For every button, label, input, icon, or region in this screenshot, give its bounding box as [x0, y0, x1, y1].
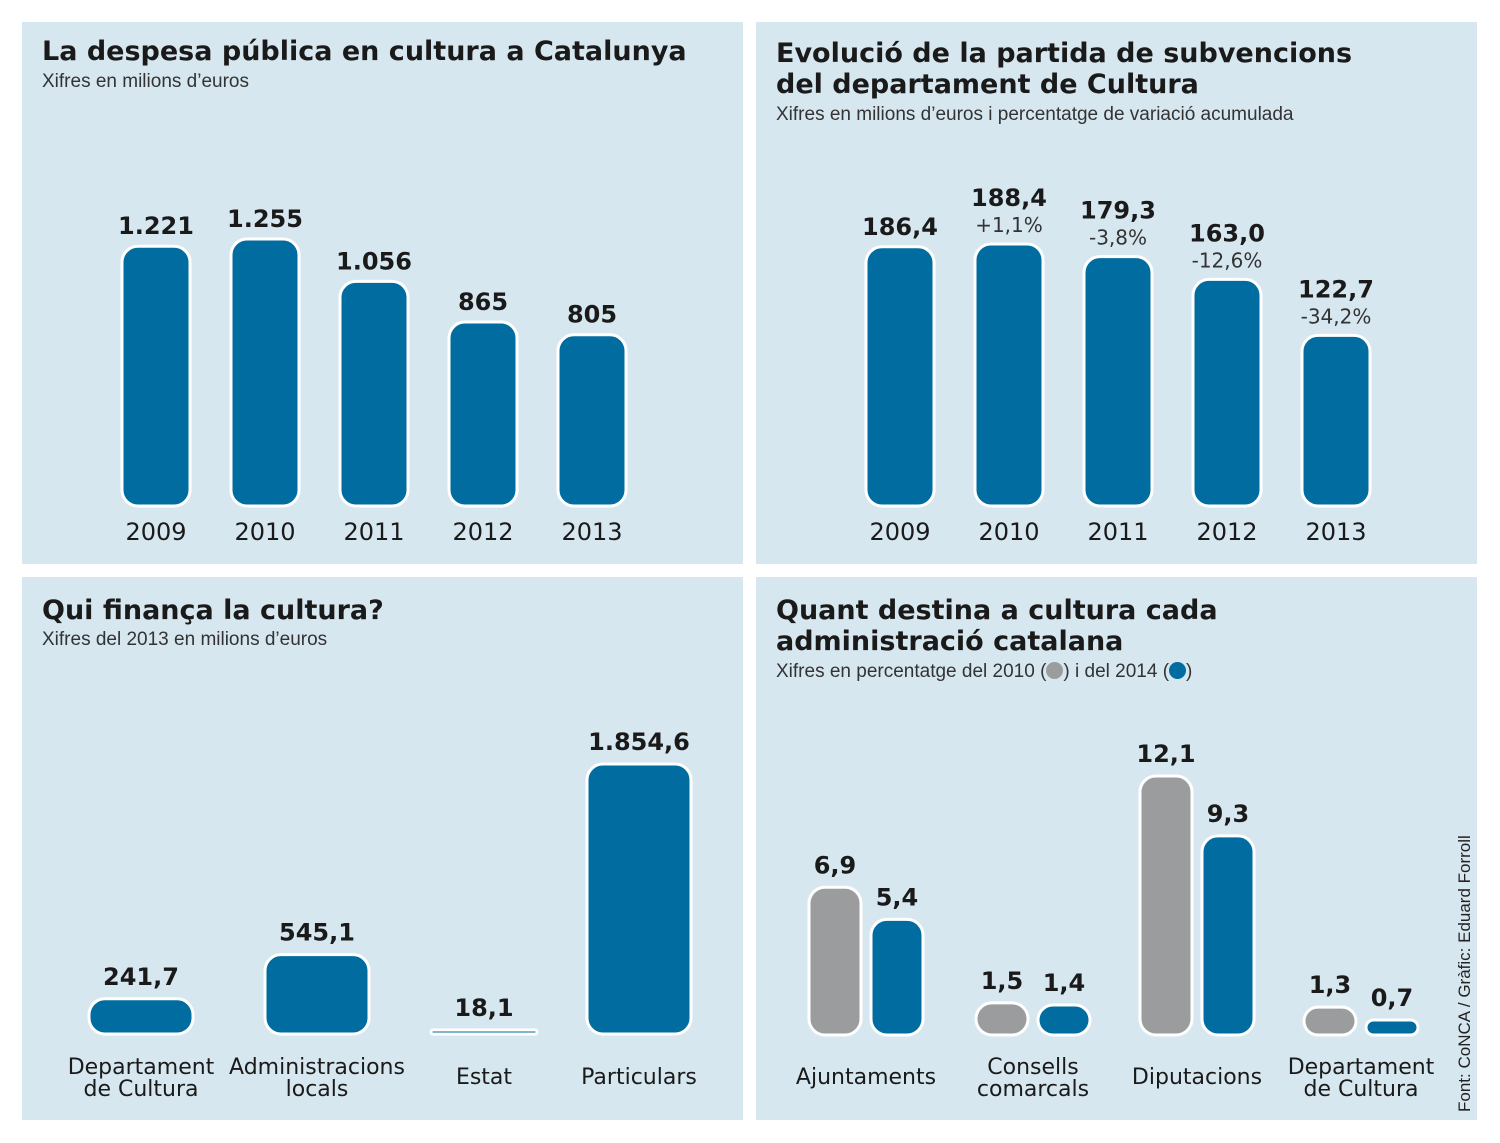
- x-tick-label: Departament: [1288, 1055, 1435, 1080]
- x-tick-label: Diputacions: [1132, 1065, 1262, 1090]
- x-tick-label: Departament: [68, 1055, 215, 1080]
- value-label: 1.056: [336, 247, 412, 275]
- chart-subtitle: Xifres del 2013 en milions d’euros: [42, 629, 328, 650]
- value-label: 188,4: [971, 184, 1047, 212]
- chart-subtitle-legend: Xifres en percentatge del 2010 ( ) i del …: [776, 661, 1192, 683]
- x-tick-label: 2010: [234, 518, 295, 546]
- bar: [429, 1028, 539, 1036]
- bar: [1300, 333, 1372, 508]
- legend-dot-2010: [1046, 662, 1064, 679]
- value-label: 1.255: [227, 205, 303, 233]
- bar: [585, 762, 693, 1036]
- x-tick-label: 2012: [452, 518, 513, 546]
- legend-text-middle: ) i del 2014 (: [1063, 661, 1170, 682]
- value-label: 1.854,6: [588, 728, 690, 756]
- bar: [87, 997, 195, 1036]
- x-tick-label: 2013: [1305, 518, 1366, 546]
- chart-subsidies: 186,4 2009 188,4+1,1% 2010 179,3-3,8% 2011 163…: [862, 184, 1374, 546]
- x-tick-label: 2009: [125, 518, 186, 546]
- value-label: 865: [458, 288, 508, 316]
- legend-dot-2014: [1169, 662, 1187, 679]
- x-tick-label: Estat: [456, 1065, 512, 1090]
- bar: [338, 279, 410, 508]
- bar: [447, 320, 519, 508]
- value-label: 241,7: [103, 963, 179, 991]
- value-label: 1,5: [981, 967, 1024, 995]
- chart-subtitle: Xifres en milions d’euros i percentatge …: [776, 104, 1294, 125]
- bar-2010: [1138, 774, 1194, 1037]
- x-tick-label: 2011: [343, 518, 404, 546]
- chart-title: Qui finança la cultura?: [42, 595, 384, 626]
- x-tick-label: de Cultura: [1303, 1077, 1418, 1102]
- x-tick-label: comarcals: [977, 1077, 1089, 1102]
- legend-text-before: Xifres en percentatge del 2010 (: [776, 661, 1047, 682]
- bar: [556, 333, 628, 508]
- bar-2014: [1200, 834, 1256, 1037]
- x-tick-label: 2010: [978, 518, 1039, 546]
- value-label: 12,1: [1136, 740, 1195, 768]
- x-tick-label: Particulars: [581, 1065, 697, 1090]
- bar: [229, 237, 301, 508]
- source-credit: Font: CoNCA / Gràfic: Eduard Forroll: [1455, 835, 1474, 1112]
- bar-2014: [1364, 1018, 1420, 1037]
- value-label: 1.221: [118, 212, 194, 240]
- value-label: 805: [567, 301, 617, 329]
- chart-title-line-1: Evolució de la partida de subvencions: [776, 38, 1353, 69]
- chart-title-line-2: administració catalana: [776, 626, 1124, 657]
- x-tick-label: 2009: [869, 518, 930, 546]
- x-tick-label: de Cultura: [83, 1077, 198, 1102]
- variation-label: -34,2%: [1301, 304, 1372, 328]
- value-label: 6,9: [814, 851, 857, 879]
- bar-2010: [974, 1001, 1030, 1037]
- bar: [1082, 255, 1154, 508]
- chart-public-spending: 1.221 2009 1.255 2010 1.056 2011 865 2012 805 201…: [118, 205, 628, 546]
- bar: [120, 244, 192, 508]
- x-tick-label: 2012: [1196, 518, 1257, 546]
- variation-label: +1,1%: [975, 213, 1043, 237]
- bar-2010: [807, 885, 863, 1037]
- panel-administrations: Quant destina a cultura cada administrac…: [756, 577, 1477, 1120]
- chart-title-line-2: del departament de Cultura: [776, 69, 1199, 100]
- bar-2010: [1302, 1005, 1358, 1037]
- legend-text-after: ): [1186, 661, 1193, 682]
- bar: [1191, 277, 1263, 508]
- x-tick-label: Consells: [987, 1055, 1078, 1080]
- value-label: 545,1: [279, 919, 355, 947]
- panel-subsidies: Evolució de la partida de subvencions de…: [756, 22, 1477, 564]
- chart-title: Evolució de la partida de subvencions de…: [776, 38, 1352, 100]
- x-tick-label: locals: [286, 1077, 349, 1102]
- panel-public-spending: La despesa pública en cultura a Cataluny…: [22, 22, 743, 564]
- value-label: 9,3: [1207, 800, 1250, 828]
- value-label: 18,1: [454, 994, 513, 1022]
- chart-title: Quant destina a cultura cada administrac…: [776, 595, 1218, 657]
- value-label: 179,3: [1080, 197, 1156, 225]
- bar: [973, 242, 1045, 508]
- value-label: 1,4: [1043, 969, 1086, 997]
- bar-2014: [869, 917, 925, 1037]
- bar-2014: [1036, 1003, 1092, 1037]
- panel-who-funds: Qui finança la cultura? Xifres del 2013 …: [22, 577, 743, 1120]
- value-label: 122,7: [1298, 275, 1374, 303]
- x-tick-label: Ajuntaments: [796, 1065, 936, 1090]
- x-tick-label: Administracions: [229, 1055, 405, 1080]
- bar: [864, 245, 936, 508]
- chart-title: La despesa pública en cultura a Cataluny…: [42, 36, 687, 67]
- value-label: 186,4: [862, 213, 938, 241]
- chart-administrations: 6,9 5,4 Ajuntaments 1,5 1,4 Consellscomarcals…: [796, 740, 1435, 1102]
- variation-label: -3,8%: [1089, 226, 1147, 250]
- value-label: 5,4: [876, 883, 919, 911]
- value-label: 163,0: [1189, 219, 1265, 247]
- chart-title-line-1: Quant destina a cultura cada: [776, 595, 1218, 626]
- value-label: 0,7: [1371, 984, 1414, 1012]
- x-tick-label: 2011: [1087, 518, 1148, 546]
- value-label: 1,3: [1309, 971, 1352, 999]
- variation-label: -12,6%: [1192, 248, 1263, 272]
- chart-subtitle: Xifres en milions d’euros: [42, 71, 249, 92]
- x-tick-label: 2013: [561, 518, 622, 546]
- bar: [263, 953, 371, 1036]
